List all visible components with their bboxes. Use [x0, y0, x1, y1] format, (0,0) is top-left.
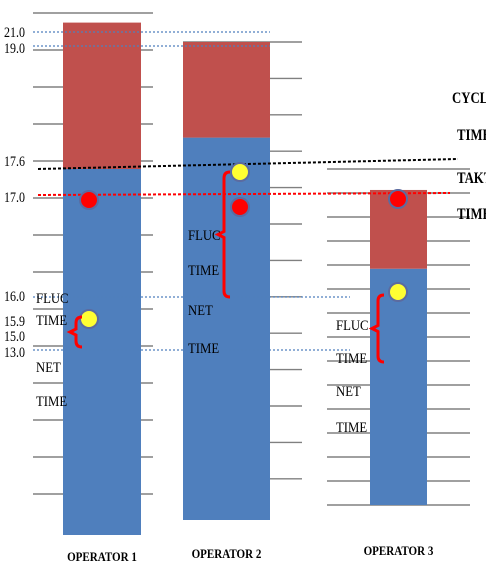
fluc-time-bar-2	[183, 42, 270, 138]
reference-label: CYCLE	[452, 90, 486, 108]
red-marker	[388, 189, 408, 209]
axis-tick-label: 21.0	[4, 24, 25, 41]
segment-label: NET	[188, 303, 213, 319]
brace-operator-1	[66, 315, 83, 349]
yellow-marker	[79, 309, 99, 329]
category-label: OPERATOR 3	[364, 543, 434, 558]
reference-label: TIME	[457, 127, 486, 145]
axis-tick-label: 17.0	[4, 189, 25, 206]
segment-label: FLUC	[336, 318, 369, 334]
axis-tick-label: 15.0	[4, 328, 25, 345]
reference-lines	[33, 31, 459, 351]
segment-label: TIME	[36, 313, 67, 329]
segment-label: NET	[336, 384, 361, 400]
reference-label: TIME	[457, 206, 486, 224]
axis-tick-label: 17.6	[4, 153, 25, 170]
axis-tick-label: 15.9	[4, 313, 25, 330]
brace-operator-3	[368, 293, 385, 364]
labels: OPERATOR 1 OPERATOR 2 OPERATOR 3 21.019.0 17…	[4, 24, 486, 564]
segment-label: NET	[36, 360, 61, 376]
axis-tick-label: 19.0	[4, 40, 25, 57]
segment-label: FLUC	[188, 228, 221, 244]
net-time-bar-2	[183, 137, 270, 520]
bars	[63, 22, 427, 535]
segment-label: TIME	[336, 351, 367, 367]
yellow-marker	[388, 282, 408, 302]
segment-label: FLUC	[36, 291, 69, 307]
category-label: OPERATOR 2	[192, 546, 262, 561]
axis-tick-label: 16.0	[4, 288, 25, 305]
fluctuation-braces	[66, 170, 385, 364]
category-label: OPERATOR 1	[67, 549, 137, 564]
fluc-time-bar-1	[63, 22, 141, 169]
segment-label: TIME	[336, 420, 367, 436]
axis-tick-label: 13.0	[4, 344, 25, 361]
red-marker	[79, 190, 99, 210]
brace-operator-2	[214, 170, 231, 299]
net-time-bar-1	[63, 169, 141, 535]
red-marker	[230, 197, 250, 217]
yellow-marker	[230, 162, 250, 182]
segment-label: TIME	[188, 263, 219, 279]
cycle-time-line	[37, 158, 459, 170]
segment-label: TIME	[36, 394, 67, 410]
segment-label: TIME	[188, 341, 219, 357]
takt-time-line	[37, 192, 451, 196]
markers	[79, 162, 408, 329]
